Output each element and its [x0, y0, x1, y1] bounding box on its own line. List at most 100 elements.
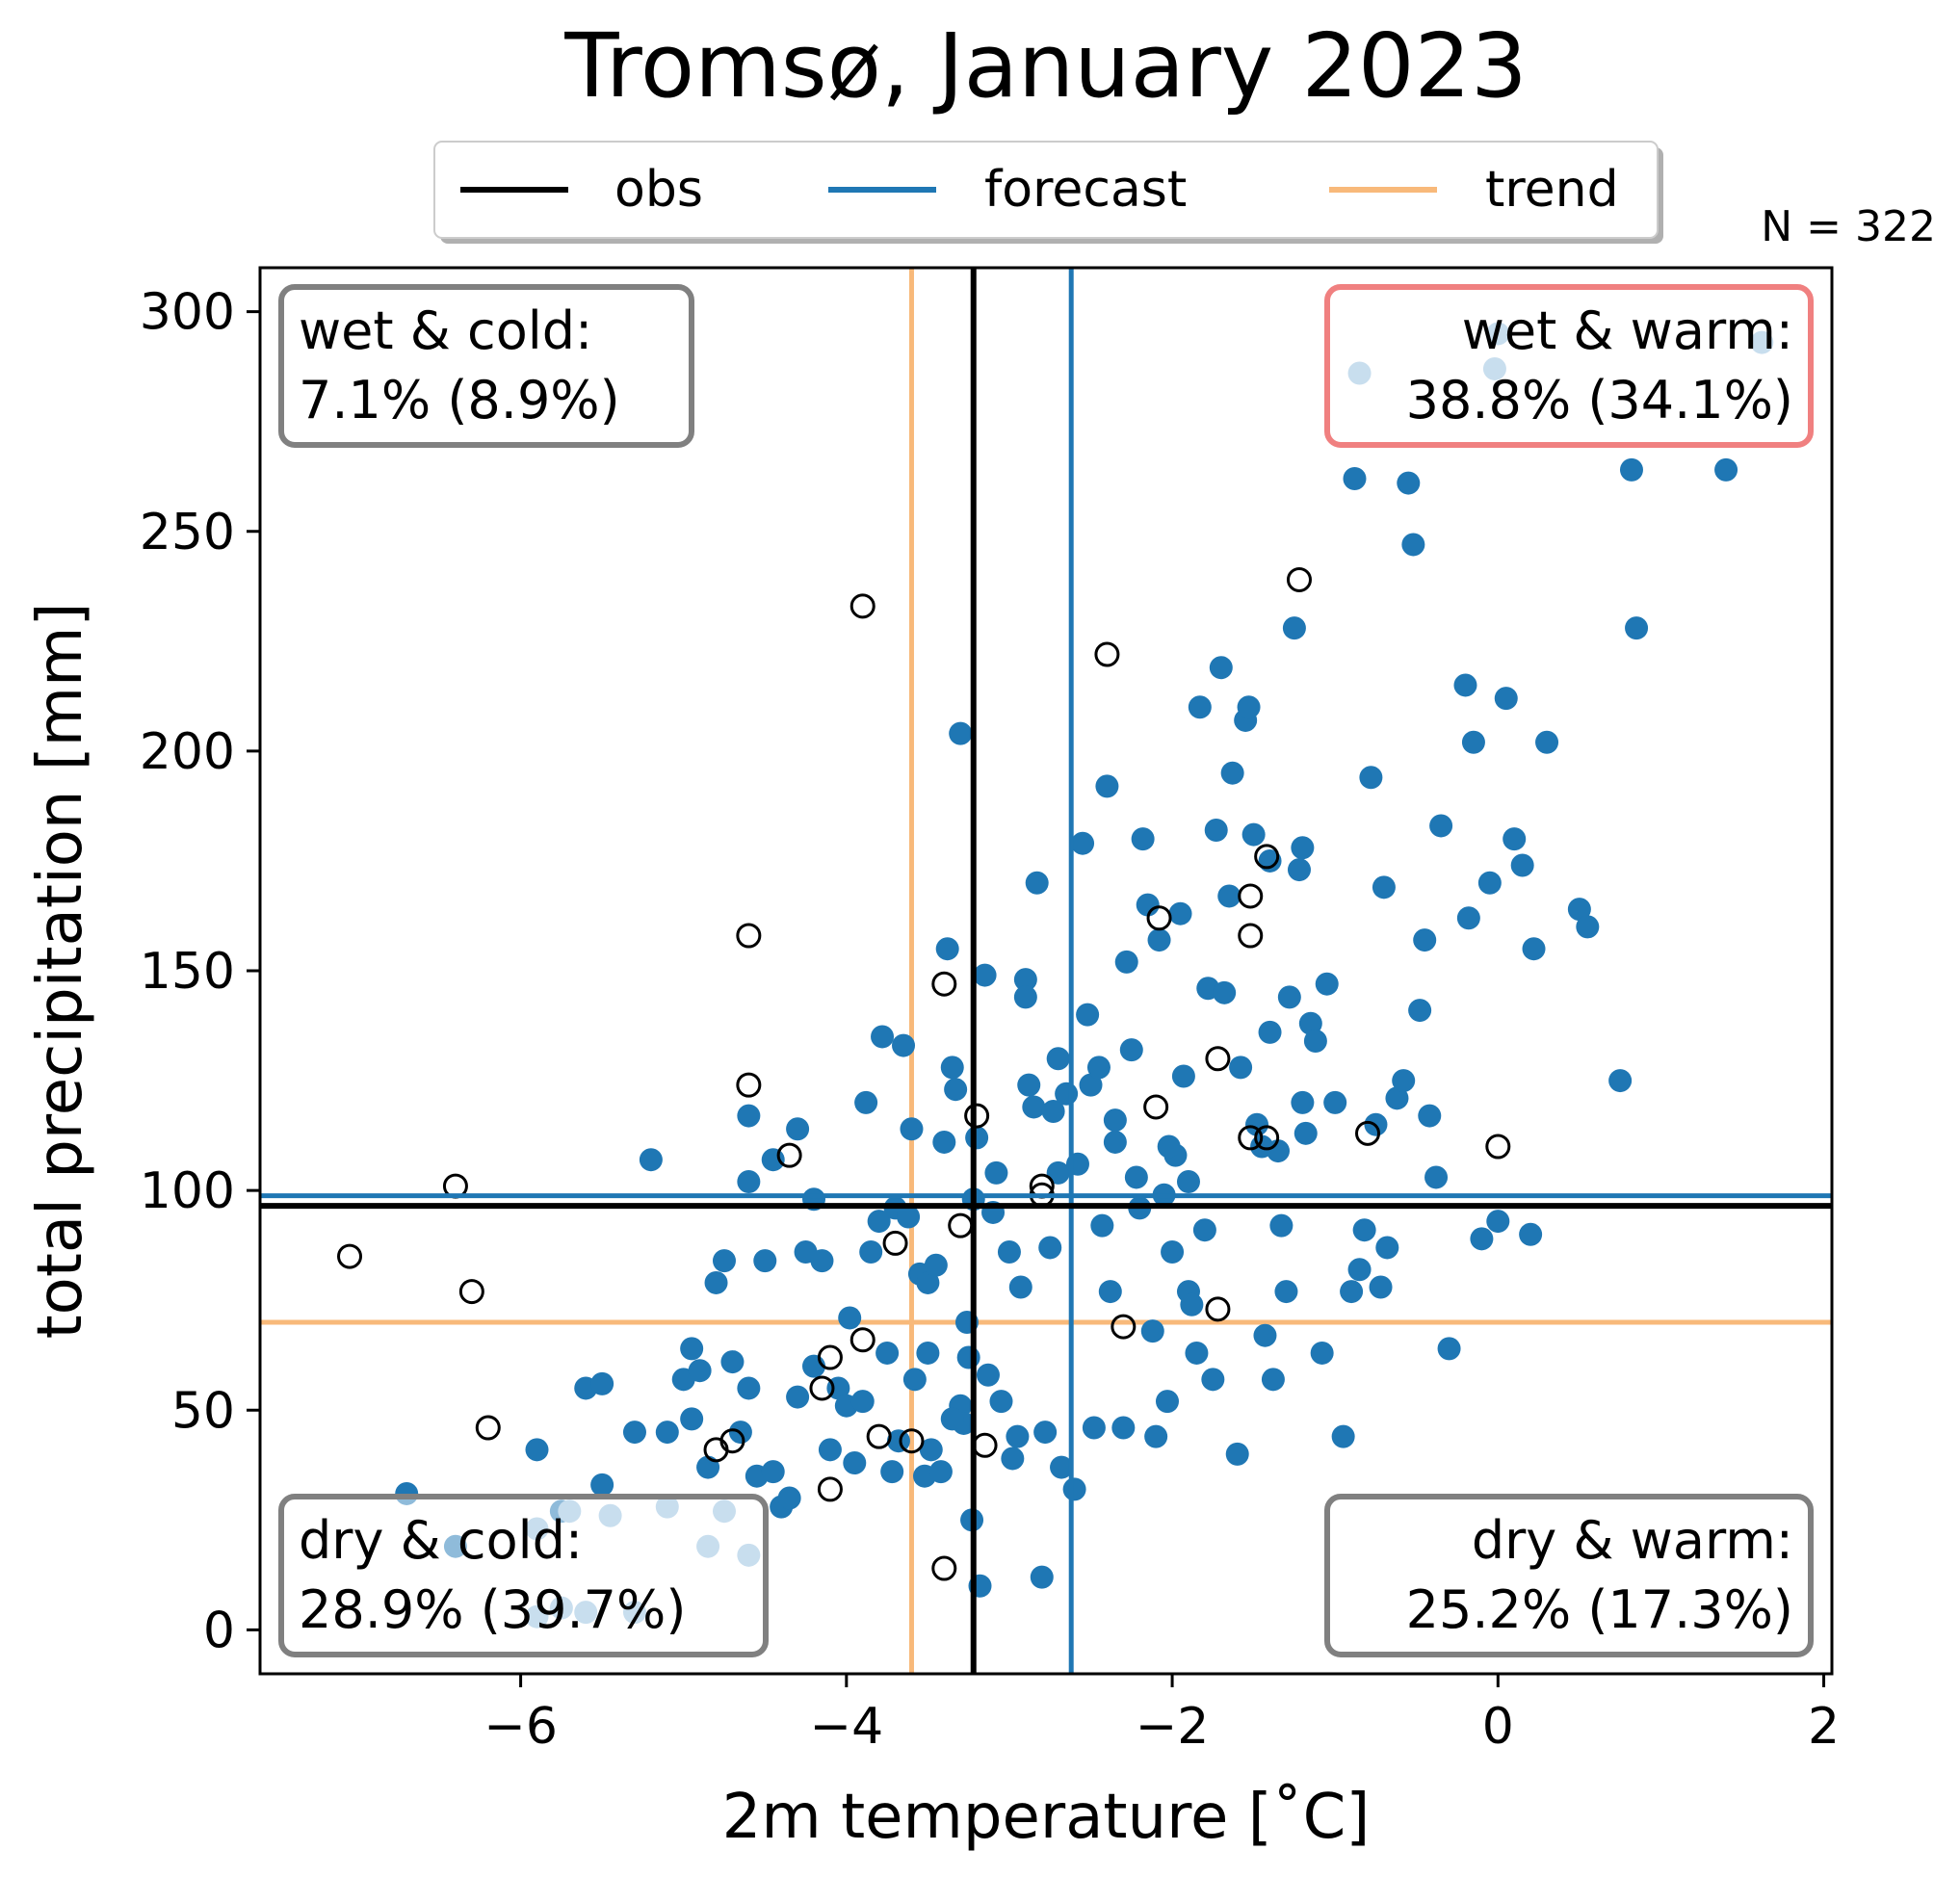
sample-count-label: N = 322 [1761, 202, 1936, 251]
obs-point [1094, 641, 1120, 667]
forecast-point [1017, 1073, 1041, 1097]
forecast-point [1245, 1112, 1269, 1136]
forecast-point [944, 1078, 968, 1102]
forecast-point [655, 1421, 679, 1445]
forecast-point [919, 1438, 943, 1462]
forecast-point [1033, 1421, 1058, 1445]
legend-label-forecast: forecast [984, 161, 1187, 219]
forecast-point [1608, 1069, 1633, 1093]
forecast-point [737, 1170, 761, 1193]
forecast-point [916, 1341, 940, 1365]
forecast-point [1298, 1011, 1322, 1035]
forecast-point [976, 1363, 1000, 1387]
forecast-point [1424, 1165, 1449, 1189]
forecast-point [924, 1253, 948, 1277]
obs-point [1254, 844, 1280, 870]
forecast-point [720, 1350, 745, 1374]
forecast-point [1408, 999, 1432, 1023]
obs-point [736, 1072, 762, 1098]
obs-point [776, 1142, 802, 1168]
forecast-point [973, 963, 997, 987]
forecast-point [1477, 871, 1502, 895]
forecast-point [1192, 1218, 1216, 1242]
forecast-point [1147, 928, 1171, 952]
forecast-point [1046, 1047, 1070, 1071]
forecast-point [1201, 1368, 1225, 1392]
forecast-point [1315, 972, 1339, 996]
x-tick-label: −6 [483, 1698, 558, 1756]
forecast-point [1225, 1442, 1249, 1466]
forecast-point [1291, 1090, 1315, 1114]
obs-point [964, 1103, 990, 1129]
forecast-point [622, 1421, 646, 1445]
forecast-point [1119, 1038, 1143, 1062]
obs-point [817, 1344, 843, 1370]
forecast-point [1340, 1280, 1364, 1304]
forecast-point [900, 1117, 924, 1141]
quadrant-box-dry-cold [278, 1494, 769, 1657]
forecast-point [1217, 884, 1241, 908]
obs-point [1238, 1125, 1264, 1151]
forecast-point [1453, 673, 1477, 697]
forecast-point [1171, 1064, 1195, 1088]
forecast-point [777, 1486, 801, 1510]
quadrant-box-wet-cold [278, 284, 694, 448]
forecast-point [1429, 814, 1453, 838]
quadrant-label-wet-warm: wet & warm: [1462, 300, 1793, 361]
forecast-point [1277, 985, 1301, 1009]
forecast-point [818, 1438, 842, 1462]
forecast-point [1185, 1341, 1209, 1365]
quadrant-box-dry-warm [1324, 1494, 1814, 1657]
forecast-point [886, 1429, 910, 1453]
obs-point [1238, 883, 1264, 909]
y-tick-label: 300 [140, 284, 235, 342]
forecast-point [704, 1270, 728, 1294]
forecast-point [902, 1368, 927, 1392]
forecast-point [843, 1451, 867, 1474]
forecast-point [712, 1249, 736, 1273]
y-tick-label: 150 [140, 943, 235, 1001]
forecast-point [1086, 1056, 1111, 1080]
forecast-point [1261, 1368, 1285, 1392]
forecast-point [1266, 1139, 1290, 1163]
forecast-point [1046, 1160, 1070, 1185]
forecast-point [1576, 915, 1600, 939]
forecast-point [1714, 457, 1738, 482]
forecast-point [1241, 822, 1266, 847]
x-axis-label: 2m temperature [˚C] [722, 1782, 1371, 1853]
forecast-point [1161, 1240, 1185, 1264]
forecast-point [1331, 1424, 1355, 1448]
forecast-point [1157, 1134, 1181, 1159]
forecast-point [1503, 827, 1527, 851]
forecast-point [1038, 1236, 1062, 1260]
y-tick-label: 100 [140, 1162, 235, 1220]
forecast-point [1291, 836, 1315, 860]
quadrant-value-wet-warm: 38.8% (34.1%) [1406, 370, 1793, 430]
forecast-point [997, 1240, 1021, 1264]
legend: obs forecast trend [433, 141, 1663, 244]
forecast-point [1013, 968, 1037, 992]
forecast-point [1168, 901, 1192, 925]
forecast-point [1437, 1337, 1461, 1361]
forecast-point [1494, 687, 1518, 711]
forecast-point [1131, 827, 1155, 851]
forecast-point [928, 1460, 953, 1484]
forecast-point [1323, 1090, 1347, 1114]
obs-point [719, 1428, 745, 1454]
obs-point [337, 1243, 363, 1269]
forecast-point [737, 1376, 761, 1400]
quadrant-value-dry-cold: 28.9% (39.7%) [299, 1579, 686, 1640]
forecast-point [1030, 1565, 1054, 1589]
quadrant-label-dry-cold: dry & cold: [299, 1510, 583, 1571]
forecast-point [940, 1407, 964, 1431]
forecast-point [850, 1390, 875, 1414]
obs-point [817, 1476, 843, 1502]
obs-point [1143, 1094, 1169, 1120]
quadrant-value-wet-cold: 7.1% (8.9%) [299, 370, 620, 430]
forecast-point [1055, 1082, 1079, 1106]
forecast-point [1486, 1210, 1510, 1234]
x-tick-label: −4 [810, 1698, 884, 1756]
y-axis: 0 50 100 150 200 250 300 [140, 284, 260, 1659]
legend-frame [433, 141, 1659, 239]
forecast-point [1124, 1165, 1148, 1189]
